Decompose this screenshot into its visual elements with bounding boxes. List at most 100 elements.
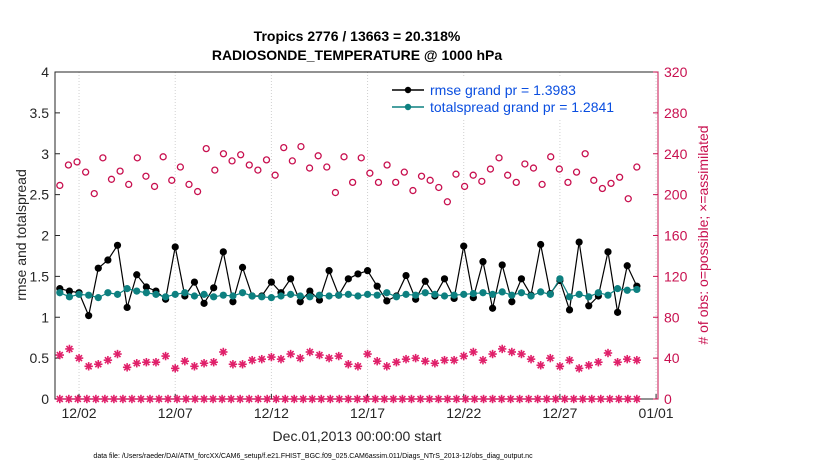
- y-axis-right-label: # of obs: o=possible; ×=assimilated: [695, 125, 711, 344]
- assimilated-point: [209, 358, 218, 367]
- y-tick-label: 3.5: [30, 105, 50, 121]
- assimilated-point: [574, 364, 584, 373]
- assimilated-point: [469, 347, 478, 357]
- totalspread-point: [161, 293, 170, 301]
- possible-point: [323, 163, 331, 171]
- assimilated-baseline-point: [308, 394, 317, 404]
- grid-lines: [78, 72, 657, 399]
- assimilated-point: [440, 355, 449, 365]
- assimilated-baseline-point: [506, 394, 515, 404]
- assimilated-point: [488, 349, 497, 359]
- assimilated-baseline-point: [73, 394, 83, 404]
- assimilated-baseline-point: [271, 394, 281, 404]
- assimilated-point: [594, 358, 603, 367]
- possible-point: [452, 170, 460, 178]
- totalspread-point: [585, 293, 593, 301]
- assimilated-baseline-point: [244, 394, 254, 404]
- rmse-point: [113, 241, 122, 249]
- totalspread-point: [546, 290, 554, 298]
- rmse-segment: [482, 261, 494, 309]
- totalspread-point: [287, 290, 295, 298]
- assimilated-point: [315, 350, 324, 360]
- assimilated-point: [305, 347, 315, 357]
- totalspread-point: [633, 285, 641, 294]
- rmse-point: [604, 248, 612, 256]
- assimilated-point: [517, 349, 526, 359]
- y-right-tick-label: 200: [664, 187, 688, 203]
- totalspread-point: [85, 291, 93, 299]
- assimilated-baseline-point: [569, 394, 578, 404]
- assimilated-point: [171, 364, 180, 373]
- possible-point: [435, 183, 443, 192]
- totalspread-point: [306, 293, 314, 301]
- rmse-point: [325, 267, 333, 275]
- possible-point: [624, 195, 632, 203]
- assimilated-baseline-point: [587, 394, 596, 404]
- assimilated-point: [536, 361, 545, 370]
- totalspread-point: [363, 290, 372, 298]
- plot-area: [54, 71, 659, 400]
- totalspread-point: [248, 292, 256, 300]
- possible-point: [529, 164, 538, 172]
- assimilated-point: [94, 360, 103, 369]
- rmse-segment: [328, 270, 340, 296]
- rmse-point: [123, 303, 131, 312]
- assimilated-point: [526, 354, 536, 364]
- rmse-point: [383, 297, 391, 305]
- assimilated-baseline-point: [461, 394, 470, 404]
- rmse-point: [344, 275, 352, 283]
- assimilated-baseline-point: [253, 394, 263, 404]
- assimilated-baseline-point: [172, 394, 182, 404]
- assimilated-baseline-point: [181, 394, 191, 404]
- assimilated-baseline-point: [488, 394, 497, 404]
- assimilated-baseline-point: [560, 394, 569, 404]
- assimilated-baseline-point: [217, 394, 227, 404]
- assimilated-point: [382, 362, 391, 371]
- assimilated-point: [363, 349, 372, 359]
- assimilated-baseline-point: [145, 394, 155, 404]
- series-possible: [56, 142, 641, 206]
- rmse-point: [296, 298, 304, 306]
- possible-point: [107, 175, 116, 183]
- totalspread-point: [277, 292, 285, 300]
- y-tick-label: 2.5: [30, 187, 50, 203]
- assimilated-baseline-point: [353, 394, 362, 404]
- totalspread-point: [594, 289, 602, 297]
- possible-point: [547, 153, 555, 161]
- legend-totalspread-label: totalspread grand pr = 1.2841: [430, 99, 614, 115]
- assimilated-point: [603, 348, 613, 358]
- assimilated-baseline-point: [344, 394, 353, 404]
- totalspread-point: [604, 291, 612, 299]
- assimilated-baseline-point: [136, 394, 146, 404]
- assimilated-baseline-point: [82, 394, 92, 404]
- assimilated-baseline-point: [578, 394, 587, 404]
- rmse-segment: [174, 246, 186, 297]
- assimilated-point: [55, 350, 65, 360]
- totalspread-point: [565, 293, 574, 301]
- assimilated-point: [238, 360, 247, 369]
- rmse-segment: [626, 265, 638, 287]
- chart-subtitle: RADIOSONDE_TEMPERATURE @ 1000 hPa: [212, 47, 503, 63]
- series-layer: [55, 142, 642, 404]
- assimilated-point: [498, 344, 507, 354]
- assimilated-point: [565, 355, 574, 365]
- rmse-point: [460, 242, 468, 250]
- possible-point: [185, 180, 193, 189]
- assimilated-point: [392, 358, 401, 367]
- totalspread-point: [392, 293, 401, 301]
- rmse-segment: [463, 246, 474, 298]
- totalspread-point: [479, 289, 487, 297]
- assimilated-baseline-point: [533, 394, 542, 404]
- possible-point: [64, 161, 73, 169]
- possible-point: [73, 158, 81, 166]
- assimilated-baseline-point: [497, 394, 506, 404]
- possible-point: [331, 188, 340, 197]
- y-tick-label: 2: [41, 228, 49, 244]
- assimilated-baseline-point: [362, 394, 371, 404]
- possible-point: [271, 171, 279, 179]
- rmse-point: [508, 298, 516, 306]
- rmse-segment: [607, 251, 619, 313]
- totalspread-point: [344, 290, 352, 298]
- rmse-point: [190, 278, 199, 286]
- possible-point: [383, 161, 391, 169]
